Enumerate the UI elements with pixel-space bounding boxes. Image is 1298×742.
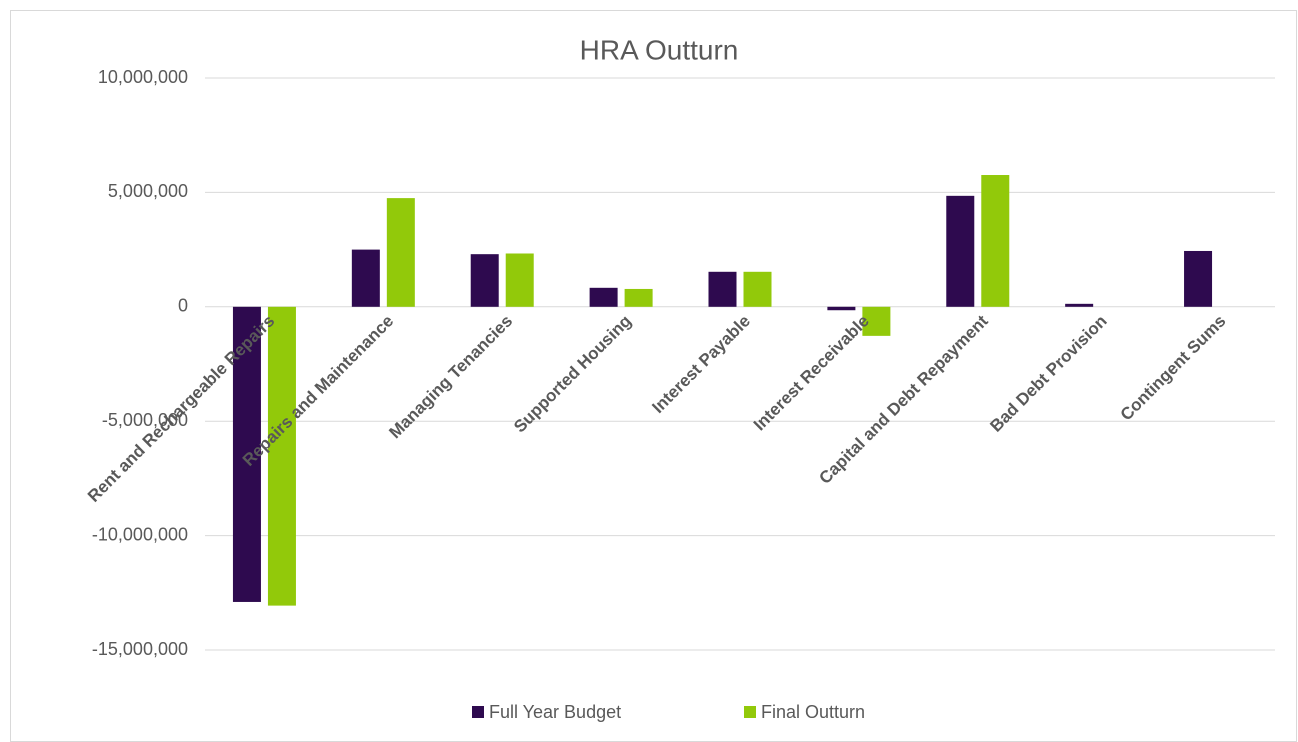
chart-title: HRA Outturn [580,34,739,65]
bar [267,306,296,606]
bar [470,254,499,307]
bar [1065,303,1094,307]
legend-label: Full Year Budget [489,702,621,722]
chart-border [10,10,1297,742]
legend-label: Final Outturn [761,702,865,722]
bar [589,287,618,307]
bar [708,271,737,307]
bar [946,195,975,307]
bar [232,306,261,602]
y-tick-label: 10,000,000 [98,67,188,87]
y-tick-label: -15,000,000 [92,639,188,659]
bar [1184,250,1213,307]
y-tick-label: 0 [178,296,188,316]
bar [827,306,856,311]
y-tick-label: -5,000,000 [102,410,188,430]
legend-swatch [744,706,756,718]
y-tick-label: 5,000,000 [108,181,188,201]
bar [981,175,1010,307]
bar [386,198,415,307]
bar [351,249,380,307]
bar [505,253,534,307]
legend-swatch [472,706,484,718]
bar [862,306,891,336]
y-tick-label: -10,000,000 [92,524,188,544]
bar [624,288,653,307]
bar [743,271,772,307]
